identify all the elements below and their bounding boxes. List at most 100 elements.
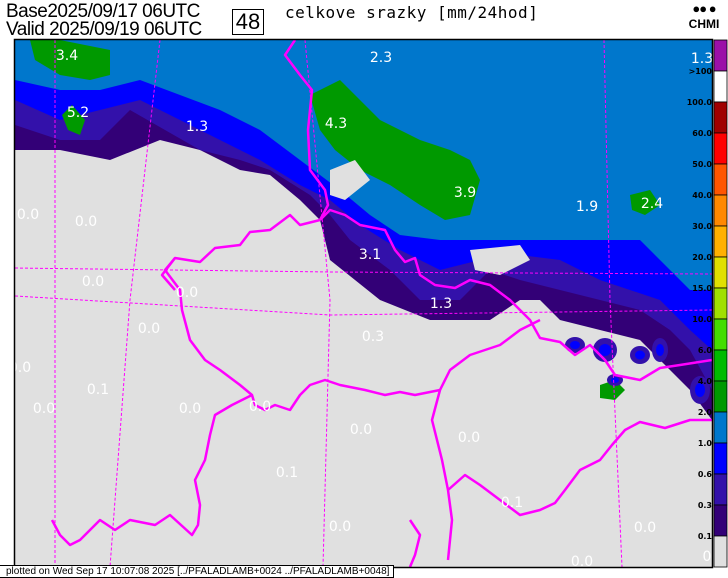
precip-cell: [570, 341, 580, 349]
dry-area: [470, 245, 530, 275]
legend-swatch: [713, 225, 728, 258]
grid-line: [15, 267, 712, 275]
value-label: 3.4: [56, 48, 78, 64]
border-line: [319, 208, 712, 382]
base-label: Base: [6, 1, 48, 22]
legend-label: 20.0: [692, 253, 712, 262]
legend-swatch: [713, 318, 728, 351]
legend-label: 40.0: [692, 191, 712, 200]
legend-swatch: [713, 535, 728, 568]
legend-label: 0.6: [698, 470, 713, 479]
legend-label: 2.0: [698, 408, 713, 417]
dry-area: [330, 160, 370, 200]
value-label: 0.0: [458, 430, 480, 446]
base-time-value: 2025/09/17 06UTC: [47, 1, 200, 22]
logo-mark-icon: ●● ●: [692, 1, 716, 16]
value-label: 0.0: [75, 214, 97, 230]
lat-lon-grid: [15, 40, 712, 567]
country-borders: [50, 40, 712, 567]
logo-text: CHMI: [688, 17, 720, 31]
legend-swatch: [713, 287, 728, 320]
value-label: 0.0: [571, 554, 593, 570]
valid-time-value: 2025/09/19 06UTC: [49, 19, 202, 40]
border-line: [408, 519, 422, 567]
valid-label: Valid: [6, 19, 45, 40]
legend-label: 60.0: [692, 129, 712, 138]
legend-swatch: [713, 101, 728, 134]
value-label: 0.0: [33, 401, 55, 417]
precip-cell: [695, 383, 705, 397]
value-label: 1.3: [430, 296, 452, 312]
legend-swatch: [713, 442, 728, 475]
value-label: 0.0: [249, 399, 271, 415]
value-label: 1.9: [576, 199, 598, 215]
legend-swatch: [713, 132, 728, 165]
value-label: 0.0: [176, 285, 198, 301]
legend-swatch: [713, 194, 728, 227]
border-line: [447, 418, 712, 517]
border-line: [430, 389, 454, 561]
value-label: 0.0: [82, 274, 104, 290]
legend-swatch: [713, 39, 728, 72]
plot-footer: plotted on Wed Sep 17 10:07:08 2025 [../…: [0, 565, 394, 578]
value-label: 0.0: [634, 520, 656, 536]
value-labels: 3.4 2.3 1.3 5.2 1.3 4.3 3.9 1.9 2.4 0.0 0.0 3.1 0.0 0…: [9, 48, 713, 570]
legend-label: 100.0: [687, 98, 713, 107]
legend-swatch: [713, 163, 728, 196]
legend-label: 15.0: [692, 284, 712, 293]
value-label: 0.1: [276, 465, 298, 481]
legend-label: 1.0: [698, 439, 713, 448]
value-label: 0.0: [9, 360, 31, 376]
legend-swatch: [713, 504, 728, 537]
base-time: Base2025/09/17 06UTC: [6, 2, 200, 21]
legend-swatch: [713, 473, 728, 506]
valid-time: Valid 2025/09/19 06UTC: [6, 20, 202, 39]
legend-swatch: [713, 380, 728, 413]
value-label: 1.3: [691, 51, 713, 67]
border-line: [163, 213, 541, 412]
value-label: 0.3: [362, 329, 384, 345]
legend-swatch: [713, 349, 728, 382]
map-title: celkove srazky [mm/24hod]: [285, 3, 539, 22]
border-line: [283, 40, 330, 221]
legend-swatch: [713, 70, 728, 103]
value-label: 0.1: [87, 382, 109, 398]
value-label: 5.2: [67, 105, 89, 121]
legend-label: 10.0: [692, 315, 712, 324]
precip-area: [62, 105, 85, 135]
value-label: 0: [703, 549, 712, 565]
value-label: 0.0: [138, 321, 160, 337]
value-label: 1.3: [186, 119, 208, 135]
value-label: 3.1: [359, 247, 381, 263]
legend-label: 4.0: [698, 377, 713, 386]
border-line: [160, 257, 176, 291]
grid-line: [109, 40, 161, 567]
grid-line: [304, 40, 331, 567]
legend-label: 30.0: [692, 222, 712, 231]
legend-swatch: [713, 256, 728, 289]
value-label: 2.4: [641, 196, 663, 212]
value-label: 0.0: [329, 519, 351, 535]
precip-area: [310, 80, 480, 220]
value-label: 2.3: [370, 50, 392, 66]
value-label: 0.0: [179, 401, 201, 417]
legend-label: 0.1: [698, 532, 713, 541]
value-label: 4.3: [325, 116, 347, 132]
chmi-logo: ●● ● CHMI: [684, 2, 724, 32]
color-legend: >100 100.0 60.0 50.0 40.0 30.0 20.0 15.0 10.0 6.0…: [687, 39, 728, 568]
precip-cell: [635, 350, 645, 360]
precip-cell: [656, 344, 664, 356]
legend-swatch: [713, 411, 728, 444]
border-line: [50, 393, 253, 547]
legend-label: >100: [689, 67, 713, 76]
legend-label: 0.3: [698, 501, 712, 510]
grid-line: [603, 40, 623, 567]
legend-label: 50.0: [692, 160, 712, 169]
precip-cell: [599, 344, 611, 356]
value-label: 0.1: [501, 495, 523, 511]
precip-cell: [611, 377, 619, 383]
forecast-hour-box: 48: [232, 9, 264, 35]
legend-label: 6.0: [698, 346, 713, 355]
value-label: 0.0: [350, 422, 372, 438]
